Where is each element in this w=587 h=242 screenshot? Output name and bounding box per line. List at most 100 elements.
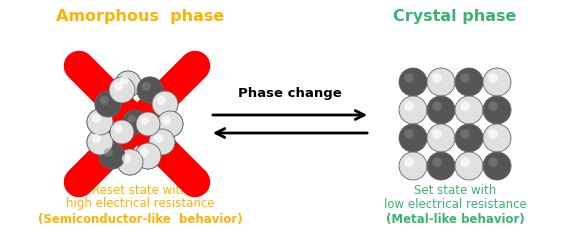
Circle shape [432,73,442,83]
Text: Crystal phase: Crystal phase [393,9,517,24]
Circle shape [136,112,160,136]
Circle shape [427,152,455,180]
Circle shape [115,71,141,97]
Text: (Metal-like behavior): (Metal-like behavior) [386,213,524,227]
Text: Phase change: Phase change [238,88,342,100]
Circle shape [432,157,442,167]
Circle shape [399,152,427,180]
Text: Set state with: Set state with [414,183,496,197]
Circle shape [92,134,101,143]
Circle shape [95,91,121,117]
Circle shape [104,148,113,157]
Circle shape [114,124,123,133]
Circle shape [100,96,109,105]
Circle shape [92,134,101,143]
Circle shape [135,143,161,169]
Circle shape [460,101,470,111]
Circle shape [162,116,171,125]
Circle shape [110,120,134,144]
Circle shape [427,124,455,152]
Circle shape [114,82,123,91]
Circle shape [152,91,178,117]
Circle shape [117,149,143,175]
Circle shape [404,101,414,111]
Circle shape [157,111,183,137]
Circle shape [104,148,113,157]
Circle shape [399,96,427,124]
Circle shape [99,143,125,169]
Circle shape [110,120,134,144]
Circle shape [122,154,131,163]
Circle shape [404,129,414,139]
Circle shape [115,71,141,97]
Text: low electrical resistance: low electrical resistance [384,197,527,211]
Circle shape [432,101,442,111]
Circle shape [427,68,455,96]
Circle shape [95,91,121,117]
Circle shape [399,124,427,152]
Circle shape [404,73,414,83]
Circle shape [120,76,129,85]
Circle shape [135,143,161,169]
Circle shape [87,129,113,155]
Circle shape [154,134,163,143]
Circle shape [157,96,166,105]
Circle shape [109,77,135,103]
Circle shape [136,112,160,136]
Circle shape [455,96,483,124]
Text: (Semiconductor-like  behavior): (Semiconductor-like behavior) [38,213,242,227]
Circle shape [137,77,163,103]
Circle shape [488,157,498,167]
Circle shape [127,114,136,123]
Circle shape [114,82,123,91]
Circle shape [149,129,175,155]
Circle shape [142,82,151,91]
Circle shape [87,129,113,155]
Circle shape [87,109,113,135]
Circle shape [483,152,511,180]
Circle shape [399,68,427,96]
Text: Reset state with: Reset state with [92,183,188,197]
Circle shape [137,77,163,103]
Circle shape [122,154,131,163]
Text: Amorphous  phase: Amorphous phase [56,9,224,24]
Circle shape [120,76,129,85]
Circle shape [483,124,511,152]
Circle shape [460,129,470,139]
Text: high electrical resistance: high electrical resistance [66,197,214,211]
Circle shape [162,116,171,125]
Circle shape [87,109,113,135]
Circle shape [117,149,143,175]
Circle shape [140,116,149,125]
Circle shape [460,73,470,83]
Circle shape [157,96,166,105]
Circle shape [99,143,125,169]
Circle shape [140,148,149,157]
Circle shape [455,124,483,152]
Circle shape [427,96,455,124]
Circle shape [123,110,147,134]
Circle shape [140,148,149,157]
Circle shape [488,73,498,83]
Circle shape [404,157,414,167]
Circle shape [100,96,109,105]
Circle shape [455,152,483,180]
Circle shape [488,129,498,139]
Circle shape [152,91,178,117]
Circle shape [92,114,101,123]
Circle shape [483,96,511,124]
Circle shape [432,129,442,139]
Circle shape [92,114,101,123]
Circle shape [488,101,498,111]
Circle shape [149,129,175,155]
Circle shape [154,134,163,143]
Circle shape [460,157,470,167]
Circle shape [483,68,511,96]
Circle shape [114,124,123,133]
Circle shape [123,110,147,134]
Circle shape [109,77,135,103]
Circle shape [127,114,136,123]
Circle shape [140,116,149,125]
Circle shape [142,82,151,91]
Circle shape [455,68,483,96]
